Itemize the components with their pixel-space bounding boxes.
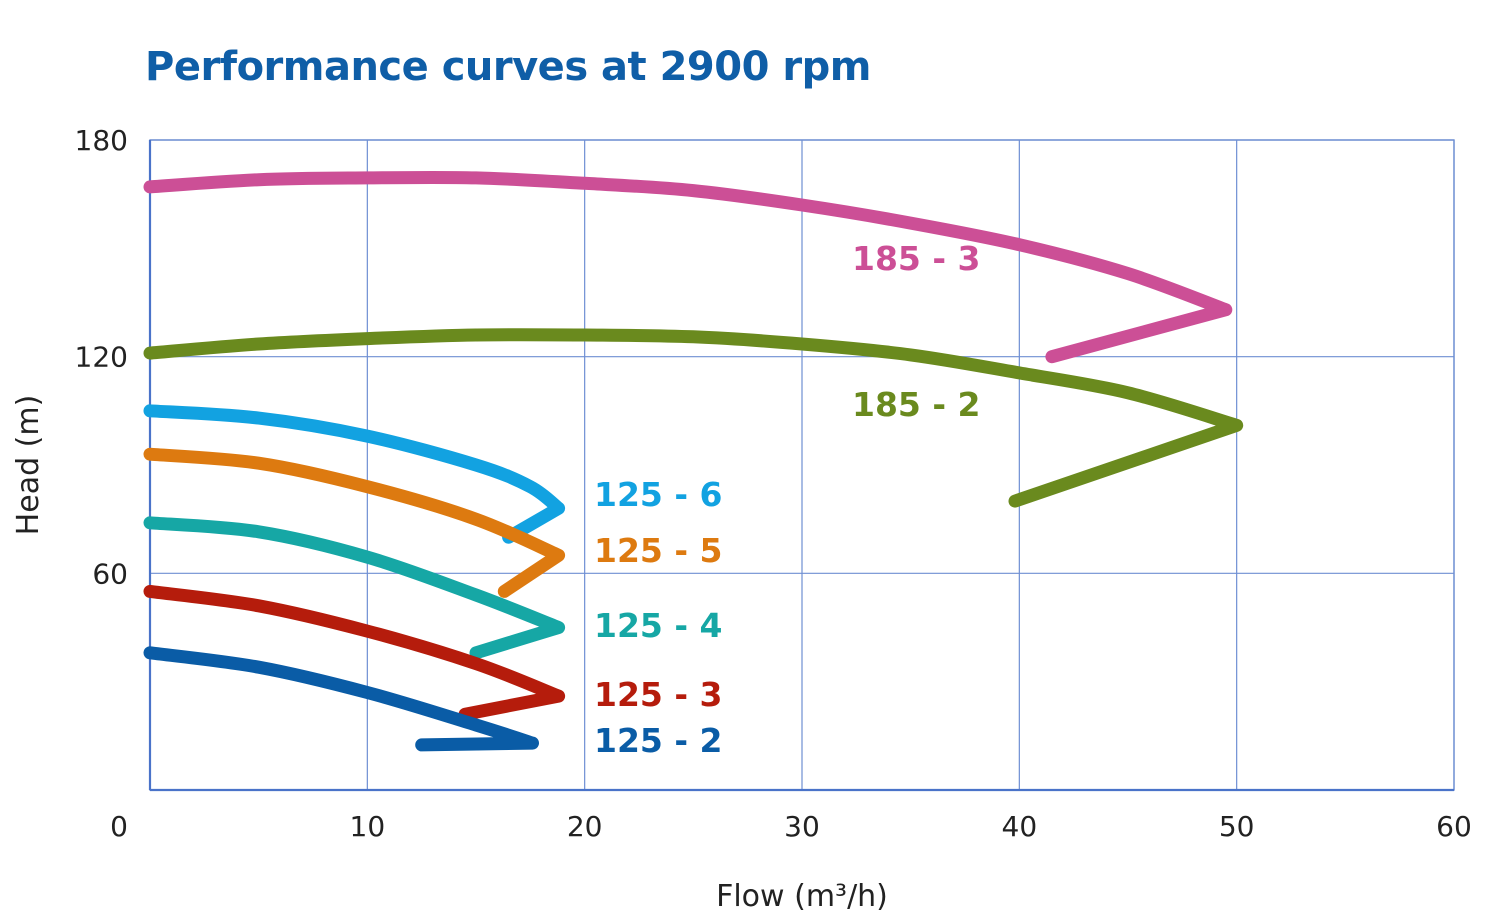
x-tick-label: 30: [784, 810, 820, 843]
y-tick-label: 60: [92, 557, 128, 590]
series-curve-125-5: [143, 447, 566, 598]
grid-lines: [148, 139, 1455, 792]
series-label-125-5: 125 - 5: [594, 531, 723, 570]
series-curve-125-4: [143, 516, 566, 660]
x-tick-label: 0: [110, 810, 128, 843]
chart-title: Performance curves at 2900 rpm: [145, 44, 871, 90]
series-curve-125-2: [143, 646, 539, 752]
series-label-125-4: 125 - 4: [594, 606, 723, 645]
x-tick-label: 50: [1219, 810, 1255, 843]
series-label-125-3: 125 - 3: [594, 675, 723, 714]
series-label-185-3: 185 - 3: [852, 239, 981, 278]
y-tick-label: 120: [75, 341, 128, 374]
series-label-125-6: 125 - 6: [594, 475, 723, 514]
series-curve-185-3: [143, 170, 1233, 364]
series-curve-125-3: [143, 584, 566, 721]
series-labels: 185 - 3 185 - 2 125 - 6 125 - 5 125 - 4 125 -…: [594, 239, 981, 760]
x-tick-label: 10: [350, 810, 386, 843]
series-label-125-2: 125 - 2: [594, 721, 723, 760]
series-label-185-2: 185 - 2: [852, 385, 981, 424]
series-curve-125-6: [143, 404, 566, 544]
y-tick-label: 180: [75, 124, 128, 157]
axis-ticks: 0 10 20 30 40 50 60 60 120 180: [75, 124, 1472, 843]
y-axis-title: Head (m): [11, 395, 46, 536]
x-tick-label: 60: [1436, 810, 1472, 843]
x-tick-label: 20: [567, 810, 603, 843]
x-tick-label: 40: [1002, 810, 1038, 843]
series-curves: [143, 170, 1244, 752]
series-curve-185-2: [143, 328, 1244, 508]
x-axis-title: Flow (m³/h): [716, 879, 888, 914]
